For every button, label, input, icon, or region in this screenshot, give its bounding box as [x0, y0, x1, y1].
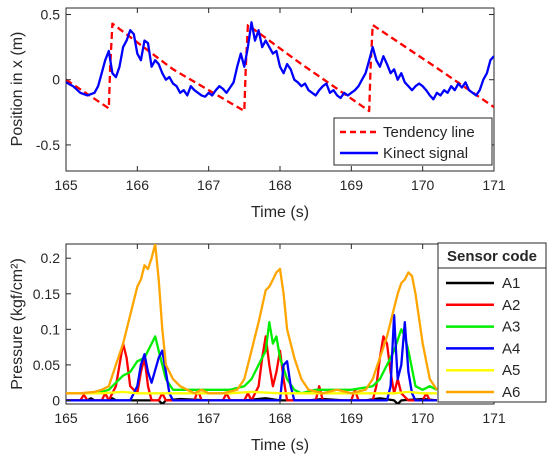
legend-label-a1: A1: [502, 275, 520, 292]
bottom-x-tick-label: 169: [340, 410, 364, 426]
bottom-axis-ticks: 165 166 167 168 169 170 171 0 0.05 0.1 0.15 0.2: [33, 244, 506, 426]
top-axis-ticks: 165 166 167 168 169 170 171 -0.5 0 0.5: [36, 7, 506, 193]
top-x-tick-label: 168: [268, 177, 292, 193]
bottom-y-tick-label: 0: [52, 392, 60, 408]
legend-title: Sensor code: [447, 248, 537, 265]
bottom-legend-box: [437, 242, 547, 403]
bottom-x-axis-label: Time (s): [251, 437, 309, 454]
bottom-series-a3: [66, 321, 438, 395]
legend-label-tendency: Tendency line: [383, 124, 475, 141]
legend-label-a4: A4: [502, 340, 520, 357]
bottom-chart: 165 166 167 168 169 170 171 0 0.05 0.1 0.15 0.2 Tim…: [9, 242, 547, 454]
top-x-tick-label: 170: [411, 177, 435, 193]
legend-label-a3: A3: [502, 319, 520, 336]
top-series-kinect-signal: [66, 21, 494, 101]
legend-label-a5: A5: [502, 362, 520, 379]
bottom-series-a6: [66, 244, 438, 395]
bottom-series-group: [66, 244, 438, 404]
legend-label-a6: A6: [502, 384, 520, 401]
top-legend-box: [333, 117, 493, 166]
top-chart: 165 166 167 168 169 170 171 -0.5 0 0.5 Time (s) P…: [9, 7, 506, 221]
top-x-tick-label: 166: [126, 177, 150, 193]
bottom-series-a5: [66, 390, 437, 395]
top-y-axis-label: Position in x (m): [9, 32, 26, 147]
top-y-tick-label: 0.5: [41, 7, 61, 23]
bottom-x-tick-label: 170: [411, 410, 435, 426]
bottom-x-tick-label: 166: [126, 410, 150, 426]
bottom-x-tick-label: 171: [482, 410, 506, 426]
top-series-group: [66, 21, 494, 113]
top-y-tick-label: -0.5: [36, 137, 60, 153]
bottom-legend: Sensor code A1 A2 A3 A4 A5 A6: [437, 242, 547, 403]
bottom-x-tick-label: 165: [54, 410, 78, 426]
top-x-tick-label: 167: [197, 177, 221, 193]
legend-label-a2: A2: [502, 297, 520, 314]
top-x-tick-label: 171: [482, 177, 506, 193]
bottom-y-axis-label: Pressure (kgf/cm²): [9, 258, 26, 390]
top-x-axis-label: Time (s): [251, 204, 309, 221]
bottom-x-tick-label: 168: [268, 410, 292, 426]
legend-label-kinect: Kinect signal: [383, 145, 468, 162]
bottom-x-tick-label: 167: [197, 410, 221, 426]
top-y-tick-label: 0: [52, 72, 60, 88]
bottom-y-tick-label: 0.2: [41, 250, 61, 266]
top-x-tick-label: 165: [54, 177, 78, 193]
bottom-y-tick-label: 0.1: [41, 321, 61, 337]
top-x-tick-label: 169: [340, 177, 364, 193]
top-legend: Tendency line Kinect signal: [333, 117, 493, 166]
bottom-y-tick-label: 0.15: [33, 286, 60, 302]
bottom-series-a2: [66, 335, 437, 402]
bottom-y-tick-label: 0.05: [33, 357, 60, 373]
